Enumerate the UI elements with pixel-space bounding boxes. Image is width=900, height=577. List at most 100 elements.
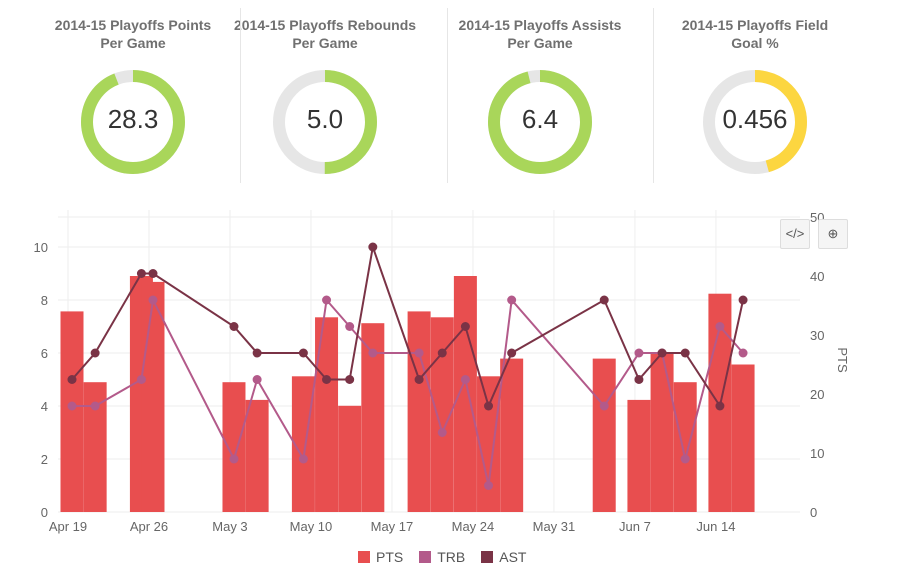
point-trb (484, 481, 494, 490)
bar-pts (361, 323, 385, 512)
legend-label: AST (499, 549, 527, 565)
bar-pts (407, 311, 431, 512)
point-trb (90, 401, 100, 411)
x-tick-label: May 3 (212, 519, 247, 534)
point-trb (738, 348, 748, 358)
gauge-ring (273, 70, 377, 174)
gauge-ring (488, 70, 592, 174)
gauge-2: 2014-15 Playoffs Assists Per Game 6.4 (437, 0, 643, 190)
x-tick-label: Apr 19 (49, 519, 87, 534)
left-tick-label: 8 (41, 293, 48, 308)
point-trb (136, 375, 146, 384)
gauge-0: 2014-15 Playoffs Points Per Game 28.3 (30, 0, 236, 190)
right-tick-label: 40 (810, 269, 824, 284)
point-ast (345, 375, 355, 384)
gauge-fill (488, 70, 592, 174)
point-ast (657, 348, 667, 358)
point-trb (345, 322, 355, 331)
bar-pts (83, 382, 107, 512)
point-trb (298, 454, 308, 464)
right-tick-label: 10 (810, 446, 824, 461)
zoom-button[interactable]: ⊕ (818, 219, 848, 249)
zoom-icon: ⊕ (827, 226, 839, 241)
point-ast (252, 348, 262, 358)
bar-pts (477, 376, 501, 512)
bar-pts (673, 382, 697, 512)
point-trb (507, 295, 517, 305)
gauge-fill (81, 70, 185, 174)
bar-pts (627, 399, 651, 512)
point-ast (90, 348, 100, 358)
point-ast (715, 401, 725, 411)
point-trb (229, 454, 239, 464)
x-tick-label: May 31 (533, 519, 576, 534)
gauge-fill (273, 70, 377, 174)
legend-label: PTS (376, 549, 404, 565)
bar-pts (222, 382, 246, 512)
point-ast (738, 295, 748, 305)
gauge-ring (703, 70, 807, 174)
bar-pts (650, 352, 674, 512)
gauge-value: 0.456 (722, 104, 788, 134)
right-axis-title: PTS (835, 347, 850, 373)
left-tick-label: 6 (41, 346, 48, 361)
point-ast (298, 348, 308, 358)
point-trb (634, 348, 644, 358)
point-ast (414, 375, 424, 384)
gauge-3: 2014-15 Playoffs Field Goal % 0.456 (652, 0, 858, 190)
x-tick-label: Jun 7 (619, 519, 651, 534)
legend-item-trb[interactable]: TRB (419, 549, 465, 565)
bar-pts (430, 317, 454, 512)
bar-pts (453, 276, 477, 512)
point-trb (437, 428, 447, 437)
x-tick-label: Jun 14 (696, 519, 735, 534)
point-trb (322, 295, 332, 305)
gauge-value: 6.4 (521, 104, 559, 134)
left-tick-label: 10 (34, 240, 48, 255)
point-ast (484, 401, 494, 411)
x-tick-label: Apr 26 (130, 519, 168, 534)
point-trb (715, 322, 725, 331)
code-icon: </> (785, 226, 805, 241)
gauge-1: 2014-15 Playoffs Rebounds Per Game 5.0 (222, 0, 428, 190)
left-tick-label: 4 (41, 399, 48, 414)
x-tick-label: May 24 (452, 519, 495, 534)
bar-pts (291, 376, 315, 512)
gauge-title: 2014-15 Playoffs Rebounds Per Game (233, 17, 417, 51)
code-button[interactable]: </> (780, 219, 810, 249)
point-ast (148, 269, 158, 278)
point-ast (460, 322, 470, 331)
point-ast (229, 322, 239, 331)
gauge-fill (703, 70, 807, 174)
point-ast (507, 348, 517, 358)
bar-pts (60, 311, 84, 512)
divider (653, 8, 654, 183)
point-ast (322, 375, 332, 384)
legend-swatch (358, 551, 370, 563)
divider (447, 8, 448, 183)
gauge-title: 2014-15 Playoffs Assists Per Game (458, 17, 622, 51)
gauge-title: 2014-15 Playoffs Points Per Game (54, 17, 212, 51)
bar-pts (245, 399, 269, 512)
chart-legend: PTS TRB AST (358, 549, 526, 565)
right-tick-label: 30 (810, 328, 824, 343)
point-trb (368, 348, 378, 358)
bar-pts (500, 358, 524, 512)
legend-item-pts[interactable]: PTS (358, 549, 403, 565)
point-ast (634, 375, 644, 384)
gauge-title: 2014-15 Playoffs Field Goal % (681, 17, 829, 51)
point-trb (252, 375, 262, 384)
legend-swatch (481, 551, 494, 563)
gauge-ring (81, 70, 185, 174)
divider (240, 8, 241, 183)
point-trb (599, 401, 609, 411)
point-trb (460, 375, 470, 384)
legend-item-ast[interactable]: AST (481, 549, 526, 565)
point-ast (680, 348, 690, 358)
point-ast (136, 269, 146, 278)
right-tick-label: 0 (810, 505, 817, 520)
x-tick-label: May 17 (371, 519, 414, 534)
gauge-value: 28.3 (107, 104, 159, 134)
